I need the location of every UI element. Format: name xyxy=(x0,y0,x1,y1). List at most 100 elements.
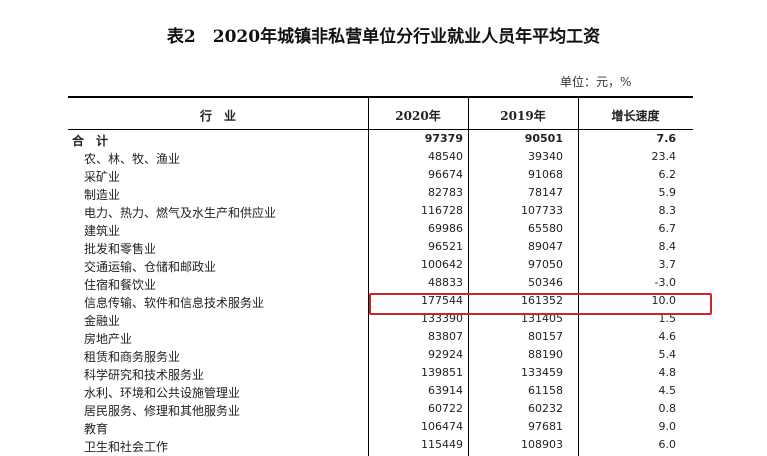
industry-name: 农、林、牧、渔业 xyxy=(84,152,181,166)
growth-rate: 4.6 xyxy=(658,330,677,343)
industry-name: 信息传输、软件和信息技术服务业 xyxy=(84,296,265,310)
growth-rate: 7.6 xyxy=(656,132,677,145)
table-row: 住宿和餐饮业 48833 50346 -3.0 xyxy=(68,276,693,294)
industry-name: 金融业 xyxy=(84,314,121,328)
value-2020: 96674 xyxy=(428,168,463,181)
table-title: 表2 2020年城镇非私营单位分行业就业人员年平均工资 xyxy=(166,27,601,47)
table-row: 信息传输、软件和信息技术服务业 177544 161352 10.0 xyxy=(68,294,693,312)
growth-rate: 8.4 xyxy=(658,240,677,253)
growth-rate: 5.9 xyxy=(658,186,677,199)
value-2019: 91068 xyxy=(528,168,563,181)
value-2019: 108903 xyxy=(521,438,563,451)
growth-rate: 3.7 xyxy=(658,258,677,271)
table-row: 采矿业 96674 91068 6.2 xyxy=(68,168,693,186)
table-row: 农、林、牧、渔业 48540 39340 23.4 xyxy=(68,150,693,168)
column-divider xyxy=(578,96,579,456)
table-row: 居民服务、修理和其他服务业 60722 60232 0.8 xyxy=(68,402,693,420)
value-2020: 116728 xyxy=(421,204,463,217)
header-industry: 行 业 xyxy=(199,109,236,123)
growth-rate: 4.5 xyxy=(658,384,677,397)
industry-name: 卫生和社会工作 xyxy=(84,440,169,454)
value-2019: 78147 xyxy=(528,186,563,199)
value-2020: 92924 xyxy=(428,348,463,361)
value-2019: 107733 xyxy=(521,204,563,217)
table-top-rule xyxy=(68,96,693,98)
header-2020: 2020年 xyxy=(395,109,441,123)
value-2019: 161352 xyxy=(521,294,563,307)
value-2019: 65580 xyxy=(528,222,563,235)
value-2020: 97379 xyxy=(424,132,463,145)
growth-rate: 6.2 xyxy=(658,168,677,181)
industry-name: 建筑业 xyxy=(84,224,121,238)
industry-name: 合 计 xyxy=(72,134,109,148)
unit-note: 单位：元，% xyxy=(560,75,632,89)
industry-name: 租赁和商务服务业 xyxy=(84,350,181,364)
growth-rate: 6.0 xyxy=(658,438,677,451)
value-2020: 82783 xyxy=(428,186,463,199)
table-row: 房地产业 83807 80157 4.6 xyxy=(68,330,693,348)
industry-name: 水利、环境和公共设施管理业 xyxy=(84,386,241,400)
value-2020: 115449 xyxy=(421,438,463,451)
value-2019: 97681 xyxy=(528,420,563,433)
header-growth: 增长速度 xyxy=(611,109,660,123)
table-row: 科学研究和技术服务业 139851 133459 4.8 xyxy=(68,366,693,384)
industry-name: 电力、热力、燃气及水生产和供应业 xyxy=(84,206,277,220)
table-row: 金融业 133390 131405 1.5 xyxy=(68,312,693,330)
value-2020: 48540 xyxy=(428,150,463,163)
industry-name: 批发和零售业 xyxy=(84,242,157,256)
value-2020: 83807 xyxy=(428,330,463,343)
growth-rate: 0.8 xyxy=(658,402,677,415)
value-2019: 90501 xyxy=(524,132,563,145)
table-row: 电力、热力、燃气及水生产和供应业 116728 107733 8.3 xyxy=(68,204,693,222)
table-row: 批发和零售业 96521 89047 8.4 xyxy=(68,240,693,258)
value-2020: 133390 xyxy=(421,312,463,325)
value-2020: 60722 xyxy=(428,402,463,415)
table-row: 教育 106474 97681 9.0 xyxy=(68,420,693,438)
value-2020: 139851 xyxy=(421,366,463,379)
column-divider xyxy=(468,96,469,456)
value-2019: 61158 xyxy=(528,384,563,397)
value-2020: 48833 xyxy=(428,276,463,289)
table-row: 建筑业 69986 65580 6.7 xyxy=(68,222,693,240)
table-row: 卫生和社会工作 115449 108903 6.0 xyxy=(68,438,693,456)
growth-rate: 4.8 xyxy=(658,366,677,379)
table-row: 合 计 97379 90501 7.6 xyxy=(68,132,693,150)
value-2019: 131405 xyxy=(521,312,563,325)
value-2020: 177544 xyxy=(421,294,463,307)
value-2020: 100642 xyxy=(421,258,463,271)
value-2019: 50346 xyxy=(528,276,563,289)
industry-name: 居民服务、修理和其他服务业 xyxy=(84,404,241,418)
industry-name: 交通运输、仓储和邮政业 xyxy=(84,260,217,274)
growth-rate: -3.0 xyxy=(654,276,676,289)
table-row: 租赁和商务服务业 92924 88190 5.4 xyxy=(68,348,693,366)
industry-name: 科学研究和技术服务业 xyxy=(84,368,205,382)
value-2020: 106474 xyxy=(421,420,463,433)
growth-rate: 23.4 xyxy=(651,150,677,163)
growth-rate: 1.5 xyxy=(658,312,677,325)
table-row: 水利、环境和公共设施管理业 63914 61158 4.5 xyxy=(68,384,693,402)
industry-name: 房地产业 xyxy=(84,332,133,346)
table-row: 制造业 82783 78147 5.9 xyxy=(68,186,693,204)
growth-rate: 8.3 xyxy=(658,204,677,217)
value-2019: 39340 xyxy=(528,150,563,163)
table-row: 交通运输、仓储和邮政业 100642 97050 3.7 xyxy=(68,258,693,276)
value-2020: 96521 xyxy=(428,240,463,253)
growth-rate: 9.0 xyxy=(658,420,677,433)
growth-rate: 10.0 xyxy=(651,294,677,307)
value-2019: 133459 xyxy=(521,366,563,379)
value-2020: 63914 xyxy=(428,384,463,397)
highlight-box xyxy=(369,293,712,315)
column-divider xyxy=(368,96,369,456)
value-2020: 69986 xyxy=(428,222,463,235)
value-2019: 97050 xyxy=(528,258,563,271)
growth-rate: 6.7 xyxy=(658,222,677,235)
industry-name: 制造业 xyxy=(84,188,121,202)
value-2019: 60232 xyxy=(528,402,563,415)
industry-name: 采矿业 xyxy=(84,170,121,184)
industry-name: 教育 xyxy=(84,422,109,436)
growth-rate: 5.4 xyxy=(658,348,677,361)
value-2019: 80157 xyxy=(528,330,563,343)
table-header: 行 业 2020年 2019年 增长速度 xyxy=(68,98,693,130)
header-2019: 2019年 xyxy=(500,109,546,123)
value-2019: 89047 xyxy=(528,240,563,253)
